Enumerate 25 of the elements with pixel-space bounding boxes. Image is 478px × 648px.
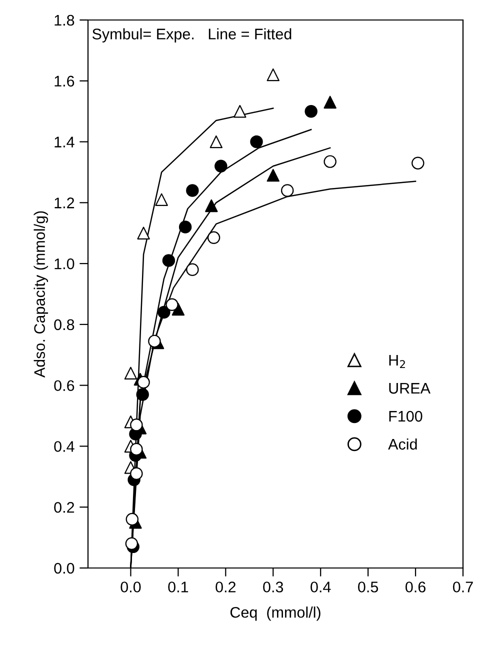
legend-label: H$_{2}$	[389, 355, 405, 368]
legend-label: UREA	[389, 383, 430, 394]
legend-label: Acid	[388, 438, 417, 450]
x-tick-label: 0.7	[452, 582, 473, 592]
y-tick-label: 0.2	[54, 502, 74, 513]
y-tick-label: 1.0	[54, 258, 74, 270]
x-tick-label: 0.5	[358, 582, 378, 592]
y-tick-label: 0.8	[54, 319, 74, 330]
x-axis-title: Ceq (mmol/l)	[230, 606, 320, 621]
y-tick-label: 0.0	[54, 562, 74, 574]
annotation: Symbul= Expe. Line = Fitted	[92, 28, 292, 42]
legend-label: F100	[389, 410, 422, 422]
y-tick-label: 0.6	[54, 380, 74, 392]
y-tick-label: 1.8	[54, 14, 74, 26]
x-tick-label: 0.0	[120, 582, 141, 592]
x-tick-label: 0.6	[406, 582, 426, 592]
y-tick-label: 1.4	[54, 136, 74, 148]
y-tick-label: 1.2	[54, 198, 74, 208]
y-tick-label: 0.4	[54, 441, 74, 452]
x-tick-label: 0.2	[216, 582, 236, 592]
x-tick-label: 0.1	[168, 582, 188, 592]
y-axis-title: Adso. Capacity (mmol/g)	[34, 211, 48, 378]
x-tick-label: 0.3	[263, 582, 284, 592]
x-tick-label: 0.4	[310, 582, 331, 592]
y-tick-label: 1.6	[54, 76, 74, 87]
